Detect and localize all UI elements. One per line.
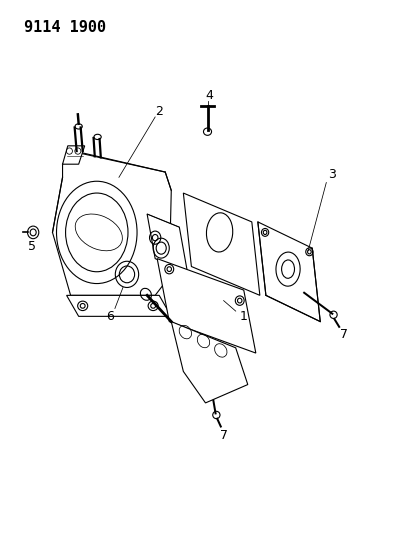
Polygon shape (258, 222, 320, 321)
Text: 3: 3 (328, 168, 336, 181)
Text: 6: 6 (106, 310, 113, 323)
Polygon shape (62, 146, 85, 164)
Text: 4: 4 (206, 90, 213, 102)
Polygon shape (147, 214, 187, 272)
Polygon shape (157, 259, 256, 353)
Text: 1: 1 (240, 310, 248, 323)
Polygon shape (53, 151, 171, 295)
Polygon shape (171, 321, 248, 403)
Text: 7: 7 (219, 429, 228, 442)
Polygon shape (67, 295, 171, 317)
Polygon shape (183, 193, 260, 295)
Text: 2: 2 (155, 105, 163, 118)
Text: 5: 5 (28, 240, 35, 253)
Text: 9114 1900: 9114 1900 (24, 20, 106, 35)
Text: 7: 7 (340, 328, 349, 341)
